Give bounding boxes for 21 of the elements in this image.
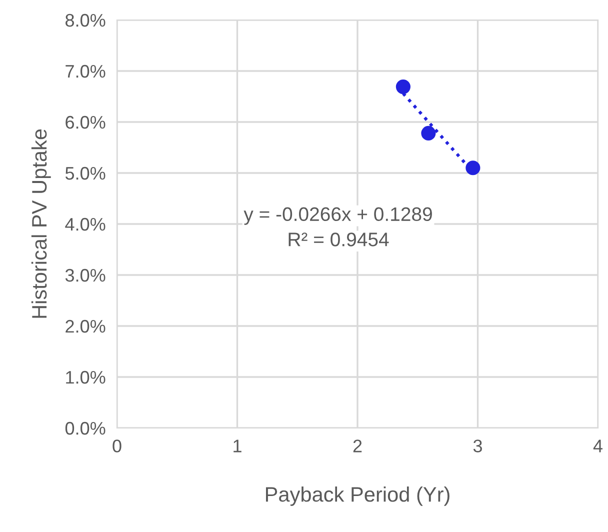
x-tick-label: 3 xyxy=(473,440,482,452)
x-tick-label: 0 xyxy=(112,440,122,452)
annotation: y = -0.0266x + 0.1289 xyxy=(244,207,432,225)
point xyxy=(396,80,410,94)
x-axis-title: Payback Period (Yr) xyxy=(266,486,450,506)
x-tick-label: 1 xyxy=(234,440,242,452)
y-tick-label: 2.0% xyxy=(66,320,106,333)
y-tick-label: 7.0% xyxy=(66,64,106,78)
y-tick-label: 4.0% xyxy=(65,218,106,231)
x-tick-label: 4 xyxy=(593,440,602,452)
y-tick-label: 1.0% xyxy=(66,370,106,384)
y-tick-label: 0.0% xyxy=(65,422,106,435)
x-tick-label: 2 xyxy=(353,440,362,452)
y-tick-label: 6.0% xyxy=(66,116,106,129)
annotation: R² = 0.9454 xyxy=(288,232,389,246)
y-tick-label: 3.0% xyxy=(65,268,106,282)
y-tick-label: 5.0% xyxy=(65,166,106,180)
y-axis-title: Historical PV Uptake xyxy=(31,129,51,318)
point xyxy=(466,160,480,176)
y-tick-label: 8.0% xyxy=(66,14,106,27)
point xyxy=(421,126,436,141)
